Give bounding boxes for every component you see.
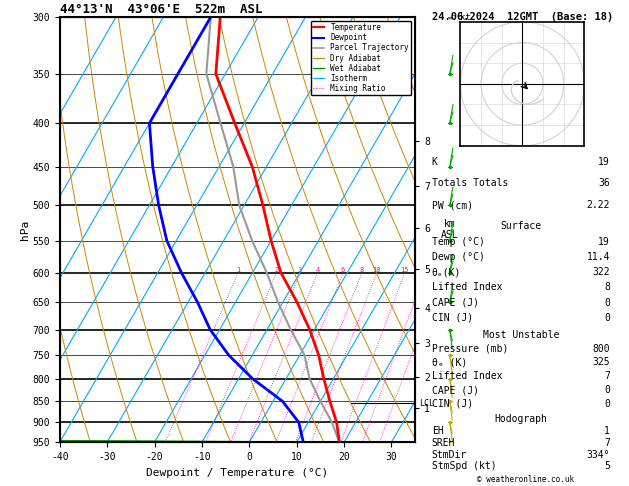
Text: PW (cm): PW (cm) bbox=[431, 200, 473, 210]
Text: 334°: 334° bbox=[586, 450, 610, 460]
Text: 24.06.2024  12GMT  (Base: 18): 24.06.2024 12GMT (Base: 18) bbox=[431, 12, 613, 22]
Text: CIN (J): CIN (J) bbox=[431, 313, 473, 323]
Text: Surface: Surface bbox=[500, 221, 542, 231]
Text: 325: 325 bbox=[593, 358, 610, 367]
Text: 2.22: 2.22 bbox=[586, 200, 610, 210]
Text: Dewp (°C): Dewp (°C) bbox=[431, 252, 484, 262]
Y-axis label: km
ASL: km ASL bbox=[441, 219, 459, 241]
Text: StmSpd (kt): StmSpd (kt) bbox=[431, 462, 496, 471]
Text: θₑ(K): θₑ(K) bbox=[431, 267, 461, 277]
Text: 322: 322 bbox=[593, 267, 610, 277]
Text: 15: 15 bbox=[401, 267, 409, 273]
Text: 1: 1 bbox=[236, 267, 240, 273]
Text: EH: EH bbox=[431, 426, 443, 436]
Text: 19: 19 bbox=[598, 237, 610, 246]
Text: CAPE (J): CAPE (J) bbox=[431, 298, 479, 308]
Text: Lifted Index: Lifted Index bbox=[431, 282, 502, 293]
Text: 8: 8 bbox=[604, 282, 610, 293]
Text: 0: 0 bbox=[604, 313, 610, 323]
Text: 2: 2 bbox=[274, 267, 279, 273]
Text: 8: 8 bbox=[360, 267, 364, 273]
Text: 7: 7 bbox=[604, 371, 610, 381]
Text: © weatheronline.co.uk: © weatheronline.co.uk bbox=[477, 474, 574, 484]
Text: 7: 7 bbox=[604, 438, 610, 448]
Y-axis label: hPa: hPa bbox=[19, 220, 30, 240]
Text: 44°13'N  43°06'E  522m  ASL: 44°13'N 43°06'E 522m ASL bbox=[60, 3, 262, 16]
Text: 800: 800 bbox=[593, 344, 610, 354]
Text: 5: 5 bbox=[604, 462, 610, 471]
Text: Hodograph: Hodograph bbox=[494, 414, 547, 424]
Text: LCL: LCL bbox=[420, 399, 434, 408]
Text: 6: 6 bbox=[341, 267, 345, 273]
Text: 0: 0 bbox=[604, 399, 610, 409]
Text: 3: 3 bbox=[298, 267, 303, 273]
Legend: Temperature, Dewpoint, Parcel Trajectory, Dry Adiabat, Wet Adiabat, Isotherm, Mi: Temperature, Dewpoint, Parcel Trajectory… bbox=[311, 21, 411, 95]
Text: 11.4: 11.4 bbox=[586, 252, 610, 262]
Text: 36: 36 bbox=[598, 178, 610, 189]
X-axis label: Dewpoint / Temperature (°C): Dewpoint / Temperature (°C) bbox=[147, 468, 328, 478]
Text: Pressure (mb): Pressure (mb) bbox=[431, 344, 508, 354]
Text: Temp (°C): Temp (°C) bbox=[431, 237, 484, 246]
Text: SREH: SREH bbox=[431, 438, 455, 448]
Text: Most Unstable: Most Unstable bbox=[482, 330, 559, 340]
Text: Totals Totals: Totals Totals bbox=[431, 178, 508, 189]
Text: 0: 0 bbox=[604, 385, 610, 395]
Text: 4: 4 bbox=[316, 267, 320, 273]
Text: 0: 0 bbox=[604, 298, 610, 308]
Text: 1: 1 bbox=[604, 426, 610, 436]
Text: 10: 10 bbox=[372, 267, 381, 273]
Text: CAPE (J): CAPE (J) bbox=[431, 385, 479, 395]
Text: CIN (J): CIN (J) bbox=[431, 399, 473, 409]
Text: 19: 19 bbox=[598, 156, 610, 167]
Text: kt: kt bbox=[460, 13, 471, 22]
Text: Lifted Index: Lifted Index bbox=[431, 371, 502, 381]
Text: K: K bbox=[431, 156, 438, 167]
Text: θₑ (K): θₑ (K) bbox=[431, 358, 467, 367]
Text: StmDir: StmDir bbox=[431, 450, 467, 460]
